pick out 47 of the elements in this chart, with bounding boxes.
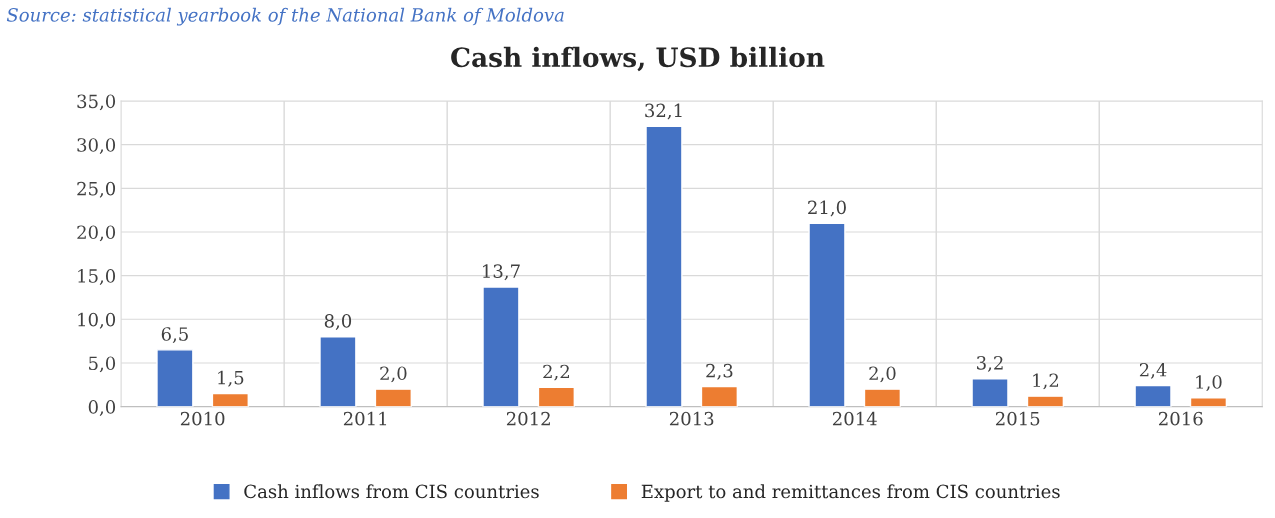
data-label: 1,5 xyxy=(218,370,244,387)
bar xyxy=(319,336,357,407)
data-label: 2,0 xyxy=(380,366,407,383)
y-tick-label: 5,0 xyxy=(89,356,116,373)
bar xyxy=(482,286,520,407)
x-tick-label: 2011 xyxy=(343,411,387,426)
chart-title: Cash inflows, USD billion xyxy=(451,46,825,72)
bar xyxy=(1189,397,1228,407)
data-label: 32,1 xyxy=(645,103,682,120)
data-label: 1,2 xyxy=(1033,373,1059,390)
data-label: 2,2 xyxy=(543,364,569,381)
x-tick-label: 2014 xyxy=(832,411,877,426)
bar xyxy=(1134,384,1172,407)
y-tick-label: 10,0 xyxy=(78,312,116,329)
y-tick-label: 25,0 xyxy=(77,181,116,198)
data-label: 3,2 xyxy=(977,355,1003,372)
data-label: 2,0 xyxy=(869,366,896,383)
y-tick-label: 30,0 xyxy=(77,138,116,154)
x-tick-label: 2016 xyxy=(1158,411,1203,426)
source-note: Source: statistical yearbook of the National Bank of Moldova xyxy=(6,7,564,26)
x-tick-label: 2015 xyxy=(995,411,1040,426)
y-tick-label: 0,0 xyxy=(88,400,116,416)
bar xyxy=(1026,395,1065,407)
legend-label: Export to and remittances from CIS countries xyxy=(641,484,1060,502)
y-tick-label: 20,0 xyxy=(77,225,116,242)
y-tick-label: 15,0 xyxy=(78,269,116,285)
bar xyxy=(971,377,1009,407)
data-label: 1,0 xyxy=(1196,375,1222,392)
bar xyxy=(537,386,576,407)
bar xyxy=(863,388,902,407)
bar xyxy=(156,349,194,407)
data-label: 6,5 xyxy=(161,327,188,344)
bar xyxy=(700,385,739,407)
data-label: 21,0 xyxy=(808,200,846,217)
data-label: 8,0 xyxy=(324,314,352,330)
bar xyxy=(645,125,683,407)
y-tick-label: 35,0 xyxy=(77,94,116,111)
bar xyxy=(374,388,412,407)
x-tick-label: 2013 xyxy=(669,411,714,426)
data-label: 13,7 xyxy=(483,264,520,281)
bar xyxy=(211,392,249,407)
legend-label: Cash inflows from CIS countries xyxy=(244,484,539,499)
x-tick-label: 2010 xyxy=(180,411,225,426)
data-label: 2,3 xyxy=(706,363,733,380)
data-label: 2,4 xyxy=(1139,362,1167,379)
bar xyxy=(808,222,846,407)
x-tick-label: 2012 xyxy=(506,411,550,426)
